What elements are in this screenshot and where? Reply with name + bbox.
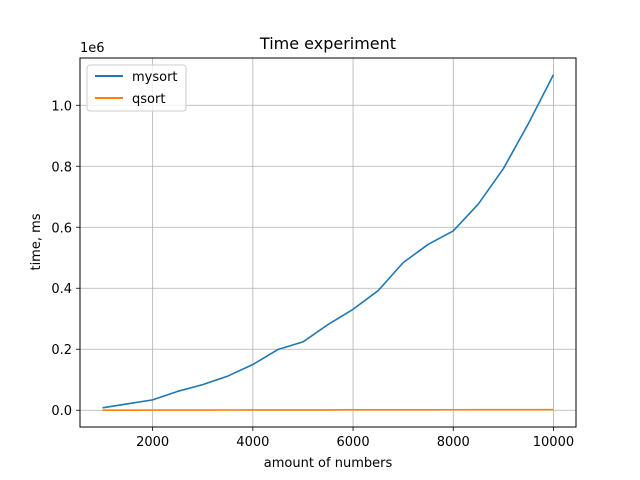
y-tick-label: 0.2 <box>51 343 72 358</box>
legend: mysort qsort <box>86 64 187 112</box>
series-line-qsort <box>102 408 554 411</box>
x-axis-label: amount of numbers <box>264 456 393 471</box>
legend-label-mysort: mysort <box>132 70 178 85</box>
y-tick-label: 0.4 <box>51 282 72 297</box>
y-axis-offset-label: 1e6 <box>80 41 105 56</box>
y-tick-label: 0.8 <box>51 160 72 175</box>
y-axis-label: time, ms <box>29 213 44 270</box>
x-tick-label: 10000 <box>533 435 574 450</box>
series-line-mysort <box>102 74 555 409</box>
chart-title: Time experiment <box>259 34 396 53</box>
ticks: 2000 4000 6000 8000 10000 0.0 0.2 0.4 0.6 0.8 1.0 <box>51 99 574 450</box>
legend-label-qsort: qsort <box>132 92 165 107</box>
axes-frame <box>79 57 577 428</box>
series-layer <box>102 74 555 411</box>
x-tick-label: 6000 <box>337 435 370 450</box>
x-tick-label: 4000 <box>236 435 269 450</box>
grid <box>80 58 576 427</box>
x-tick-label: 2000 <box>136 435 169 450</box>
x-tick-label: 8000 <box>437 435 470 450</box>
y-tick-label: 1.0 <box>51 99 72 114</box>
y-tick-label: 0.6 <box>51 221 72 236</box>
y-tick-label: 0.0 <box>51 404 72 419</box>
